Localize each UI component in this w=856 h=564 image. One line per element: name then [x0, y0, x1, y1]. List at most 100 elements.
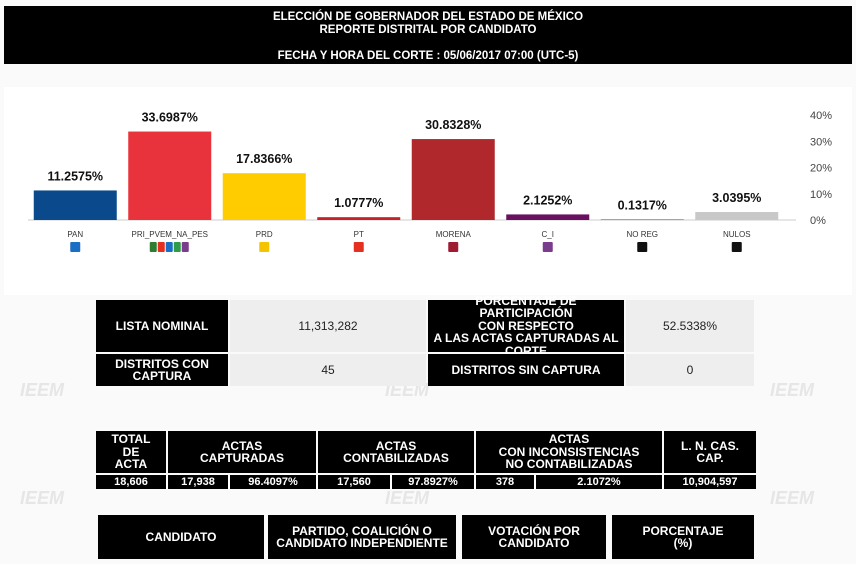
- actas-capturadas-line: ACTAS: [221, 438, 263, 453]
- category-label: PAN: [67, 230, 83, 239]
- watermark: IEEM: [20, 488, 65, 508]
- actas-inconsistencias-line: NO CONTABILIZADAS: [505, 457, 633, 472]
- bar: [411, 139, 495, 220]
- actas-inconsistencias-line: ACTAS: [548, 432, 590, 447]
- y-tick-label: 10%: [810, 189, 832, 201]
- report-header: ELECCIÓN DE GOBERNADOR DEL ESTADO DE MÉX…: [4, 6, 852, 64]
- bar: [128, 131, 212, 220]
- actas-value-lncas: 10,904,597: [662, 475, 756, 489]
- bar-value-label: 11.2575%: [47, 169, 103, 183]
- actas-value-contabilizadas: 17,560: [316, 475, 390, 489]
- category-label: NO REG: [626, 230, 658, 239]
- actas-value-contabilizadas-pct: 97.8927%: [390, 475, 474, 489]
- bar: [33, 190, 117, 220]
- category-label: PT: [354, 230, 364, 239]
- porcentaje-column-header: PORCENTAJE (%): [612, 515, 754, 559]
- party-logo-icon: [448, 242, 459, 252]
- partido-column-header: PARTIDO, COALICIÓN O CANDIDATO INDEPENDI…: [268, 515, 456, 559]
- participacion-value: 52.5338%: [626, 300, 754, 352]
- category-label: MORENA: [436, 230, 472, 239]
- lncas-line: L. N. CAS.: [680, 438, 739, 453]
- distritos-sin-captura-value: 0: [626, 354, 754, 386]
- y-tick-label: 40%: [810, 110, 832, 122]
- actas-inconsistencias-header: ACTAS CON INCONSISTENCIAS NO CONTABILIZA…: [476, 431, 662, 473]
- party-logo-icon: [181, 242, 189, 252]
- distritos-con-captura-value: 45: [230, 354, 426, 386]
- actas-value-capturadas: 17,938: [166, 475, 228, 489]
- actas-value-inconsistencias-pct: 2.1072%: [534, 475, 662, 489]
- watermark: IEEM: [770, 488, 815, 508]
- bar-value-label: 1.0777%: [334, 196, 383, 210]
- candidato-column-header: CANDIDATO: [98, 515, 264, 559]
- actas-value-capturadas-pct: 96.4097%: [228, 475, 316, 489]
- participacion-label-line: A LAS ACTAS CAPTURADAS AL: [433, 331, 619, 346]
- participacion-label-line: CORTE: [505, 343, 547, 358]
- party-logo-icon: [637, 242, 648, 252]
- y-tick-label: 20%: [810, 163, 832, 175]
- distritos-con-captura-label: DISTRITOS CON CAPTURA: [96, 354, 228, 386]
- bar-chart: 0% 10% 20% 30% 40% 11.2575% PAN 33.6987% PRI_PVE…: [28, 110, 832, 252]
- bar: [317, 217, 401, 220]
- bar: [506, 214, 590, 220]
- watermark: IEEM: [385, 488, 430, 508]
- total-actas-line: TOTAL: [111, 432, 151, 447]
- party-logo-icon: [70, 242, 81, 252]
- bar-value-label: 2.1252%: [523, 193, 572, 207]
- total-actas-header: TOTAL DE ACTA: [96, 431, 166, 473]
- category-label: PRD: [256, 230, 273, 239]
- watermark: IEEM: [20, 380, 65, 400]
- partido-header-line: CANDIDATO INDEPENDIENTE: [276, 536, 448, 550]
- bar-value-label: 0.1317%: [618, 199, 667, 213]
- bar-value-label: 33.6987%: [142, 111, 198, 125]
- actas-inconsistencias-line: CON INCONSISTENCIAS: [498, 444, 640, 459]
- actas-contabilizadas-header: ACTAS CONTABILIZADAS: [318, 431, 474, 473]
- actas-contabilizadas-line: ACTAS: [375, 438, 417, 453]
- lista-nominal-value: 11,313,282: [230, 300, 426, 352]
- porcentaje-header-line: PORCENTAJE: [642, 523, 724, 538]
- actas-capturadas-line: CAPTURADAS: [200, 451, 284, 465]
- header-subtitle: REPORTE DISTRITAL POR CANDIDATO: [319, 24, 537, 36]
- distritos-sin-captura-label: DISTRITOS SIN CAPTURA: [428, 354, 624, 386]
- actas-value-inconsistencias: 378: [474, 475, 534, 489]
- votacion-header-line: CANDIDATO: [498, 536, 570, 550]
- bar: [695, 212, 779, 220]
- votacion-column-header: VOTACIÓN POR CANDIDATO: [462, 515, 606, 559]
- party-logo-icon: [149, 242, 157, 252]
- category-label: C_I: [542, 230, 554, 239]
- distritos-con-label-line: CAPTURA: [132, 369, 192, 383]
- party-logo-icon: [165, 242, 173, 252]
- participacion-label-line: PORCENTAJE DE PARTICIPACIÓN: [475, 293, 577, 321]
- bar-value-label: 17.8366%: [236, 152, 292, 166]
- total-actas-line: DE: [122, 444, 140, 459]
- participacion-label-line: CON RESPECTO: [478, 318, 574, 333]
- lncas-line: CAP.: [696, 451, 724, 465]
- lncas-header: L. N. CAS. CAP.: [664, 431, 756, 473]
- bar: [222, 173, 306, 220]
- actas-capturadas-header: ACTAS CAPTURADAS: [168, 431, 316, 473]
- distritos-con-label-line: DISTRITOS CON: [115, 356, 209, 371]
- porcentaje-header-line: (%): [673, 536, 693, 550]
- party-logo-icon: [259, 242, 270, 252]
- actas-contabilizadas-line: CONTABILIZADAS: [343, 451, 449, 465]
- chart-panel: 0% 10% 20% 30% 40% 11.2575% PAN 33.6987% PRI_PVE…: [4, 87, 852, 295]
- votacion-header-line: VOTACIÓN POR: [488, 523, 580, 538]
- category-label: NULOS: [723, 230, 751, 239]
- party-logo-icon: [173, 242, 181, 252]
- actas-value-total: 18,606: [96, 475, 166, 489]
- lista-nominal-label: LISTA NOMINAL: [96, 300, 228, 352]
- watermark: IEEM: [770, 380, 815, 400]
- partido-header-line: PARTIDO, COALICIÓN O: [292, 523, 432, 538]
- y-tick-label: 30%: [810, 136, 832, 148]
- party-logo-icon: [542, 242, 553, 252]
- party-logo-icon: [731, 242, 742, 252]
- total-actas-line: ACTA: [114, 457, 148, 472]
- bar-value-label: 30.8328%: [425, 118, 481, 132]
- party-logo-icon: [353, 242, 364, 252]
- party-logo-icon: [157, 242, 165, 252]
- category-label: PRI_PVEM_NA_PES: [132, 230, 208, 239]
- y-tick-label: 0%: [810, 215, 826, 227]
- header-cutoff: FECHA Y HORA DEL CORTE : 05/06/2017 07:0…: [277, 50, 579, 62]
- participacion-label: PORCENTAJE DE PARTICIPACIÓN CON RESPECTO…: [428, 295, 624, 357]
- bar-value-label: 3.0395%: [712, 191, 761, 205]
- header-title: ELECCIÓN DE GOBERNADOR DEL ESTADO DE MÉX…: [272, 11, 584, 23]
